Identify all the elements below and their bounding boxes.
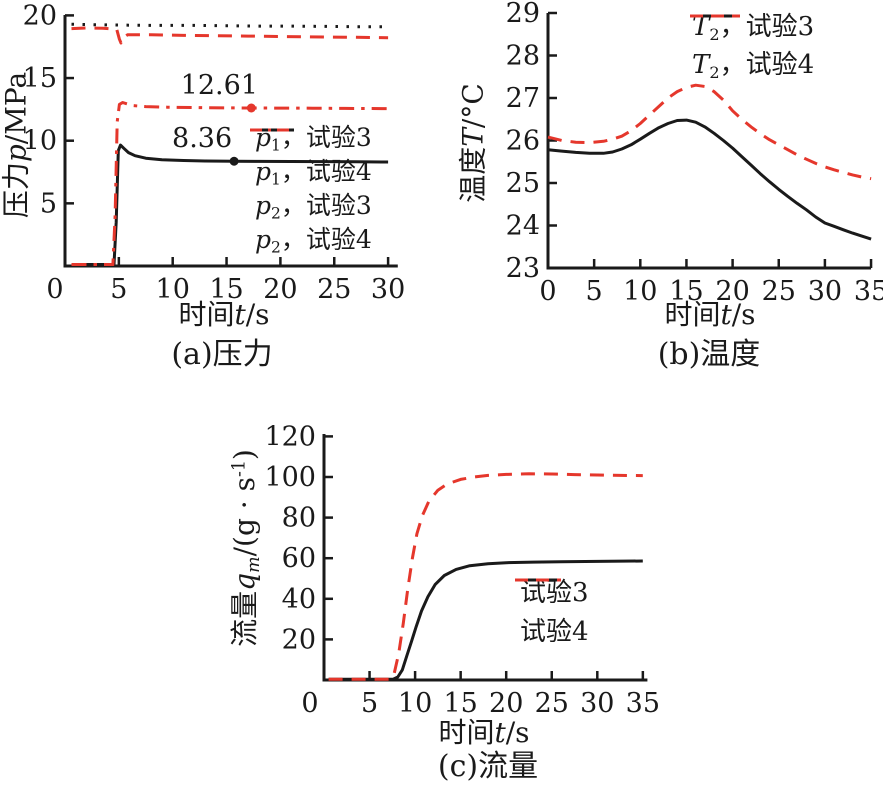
x-tick-label: 15 — [443, 688, 477, 719]
y-tick-label: 20 — [23, 0, 57, 31]
caption-pressure: (a)压力 — [171, 337, 273, 372]
legend-item-p1-test4: p1，试验4 — [248, 128, 372, 191]
y-tick-label: 120 — [264, 421, 316, 452]
x-tick-label: 30 — [808, 276, 842, 307]
x-tick-label: 5 — [361, 688, 378, 719]
legend-line-sample — [690, 14, 740, 18]
x-tick-label: 35 — [854, 276, 883, 307]
chart-a-canvas: 5 10 15 20 0 5 10 15 20 25 30 12.61 8.36 — [23, 0, 406, 305]
annotation-marker — [229, 156, 239, 166]
series-p1-test3 — [71, 22, 389, 29]
annotation-text: 8.36 — [172, 123, 232, 154]
legend-item-label: p2，试验4 — [255, 225, 372, 258]
caption-temperature: (b)温度 — [657, 337, 761, 372]
legend-item-label: p1，试验3 — [255, 123, 372, 156]
legend-item-label: 试验3 — [520, 577, 589, 608]
series-T2-test4 — [547, 83, 872, 181]
x-tick-label: 10 — [398, 688, 432, 719]
x-tick-label: 0 — [46, 274, 63, 305]
legend-item-p2-test4: p2，试验4 — [248, 128, 372, 259]
y-axis-label: 压力p/MPa — [0, 71, 33, 219]
y-tick-label: 10 — [23, 126, 57, 157]
caption-flowrate: (c)流量 — [437, 749, 539, 784]
legend-item-label: T2，试验4 — [692, 50, 815, 83]
chart-c-canvas: 20 40 60 80 100 120 0 5 10 15 20 25 30 35 — [264, 421, 660, 719]
y-tick-label: 15 — [23, 63, 57, 94]
x-tick-label: 20 — [263, 274, 297, 305]
legend-line-sample — [250, 128, 294, 132]
legend-item-label: p2，试验3 — [255, 191, 372, 224]
legend-line-sample — [515, 578, 561, 582]
x-tick-label: 10 — [156, 274, 190, 305]
x-axis-label: 时间t/s — [438, 716, 530, 749]
x-tick-label: 20 — [489, 688, 523, 719]
y-tick-label: 26 — [506, 126, 540, 157]
annotation-text: 12.61 — [181, 70, 258, 101]
annotation-marker — [246, 103, 256, 113]
series-T2-test3 — [547, 118, 872, 241]
x-tick-label: 5 — [110, 274, 127, 305]
y-tick-label: 23 — [506, 253, 540, 284]
series-p2-test4 — [71, 101, 389, 266]
x-tick-label: 10 — [623, 276, 657, 307]
x-tick-label: 35 — [626, 688, 660, 719]
y-tick-label: 80 — [282, 503, 316, 534]
series-p2-test3 — [71, 143, 389, 266]
legend-b: T2，试验3 T2，试验4 — [688, 9, 814, 86]
x-tick-label: 5 — [586, 276, 603, 307]
x-axis-label: 时间t/s — [178, 298, 270, 331]
y-tick-label: 100 — [264, 462, 316, 493]
x-tick-label: 25 — [535, 688, 569, 719]
legend-item-qm-test4: 试验4 — [513, 578, 589, 651]
legend-item-label: p1，试验4 — [255, 157, 372, 190]
legend-a: p1，试验3 p1，试验4 p2，试验3 p2，试验4 — [248, 123, 372, 259]
y-tick-label: 40 — [282, 584, 316, 615]
x-tick-label: 30 — [371, 274, 405, 305]
y-tick-label: 27 — [506, 83, 540, 114]
legend-c: 试验3 试验4 — [513, 573, 589, 651]
series-p1-test4 — [71, 26, 389, 45]
axis-lines — [63, 15, 398, 268]
x-axis-label: 时间t/s — [664, 298, 756, 331]
y-tick-label: 20 — [282, 624, 316, 655]
y-tick-label: 60 — [282, 543, 316, 574]
series-qm-test3 — [328, 559, 643, 681]
y-axis-label: 温度T/°C — [456, 83, 490, 203]
y-tick-label: 28 — [506, 41, 540, 72]
x-tick-label: 25 — [317, 274, 351, 305]
x-tick-label: 15 — [209, 274, 243, 305]
chart-b-canvas: 23 24 25 26 27 28 29 0 5 10 15 20 25 30 35 — [506, 0, 883, 307]
x-tick-label: 20 — [715, 276, 749, 307]
y-tick-label: 29 — [506, 0, 540, 29]
legend-item-p1-test3: p1，试验3 — [248, 123, 372, 157]
x-tick-label: 0 — [301, 688, 318, 719]
legend-item-label: 试验4 — [520, 616, 589, 647]
y-tick-label: 25 — [506, 168, 540, 199]
y-tick-label: 24 — [506, 211, 540, 242]
chart-temperature: 23 24 25 26 27 28 29 0 5 10 15 20 25 30 35 (b)温度 温度T/°… — [441, 0, 883, 390]
x-tick-label: 15 — [669, 276, 703, 307]
y-tick-label: 5 — [40, 188, 57, 219]
legend-item-label: T2，试验3 — [692, 11, 815, 44]
series-qm-test4 — [328, 472, 643, 681]
chart-pressure: 5 10 15 20 0 5 10 15 20 25 30 12.61 8.36 (a)压力 压力p/M… — [0, 0, 441, 390]
legend-item-T2-test4: T2，试验4 — [688, 14, 815, 87]
y-axis-label: 流量qm/(g · s-1) — [227, 449, 265, 647]
x-tick-label: 30 — [580, 688, 614, 719]
x-tick-label: 0 — [539, 276, 556, 307]
legend-item-p2-test3: p2，试验3 — [248, 128, 372, 225]
x-tick-label: 25 — [762, 276, 796, 307]
axis-lines — [322, 434, 648, 682]
chart-flowrate: 20 40 60 80 100 120 0 5 10 15 20 25 30 35 (c)流量 流量qm/… — [220, 390, 661, 798]
